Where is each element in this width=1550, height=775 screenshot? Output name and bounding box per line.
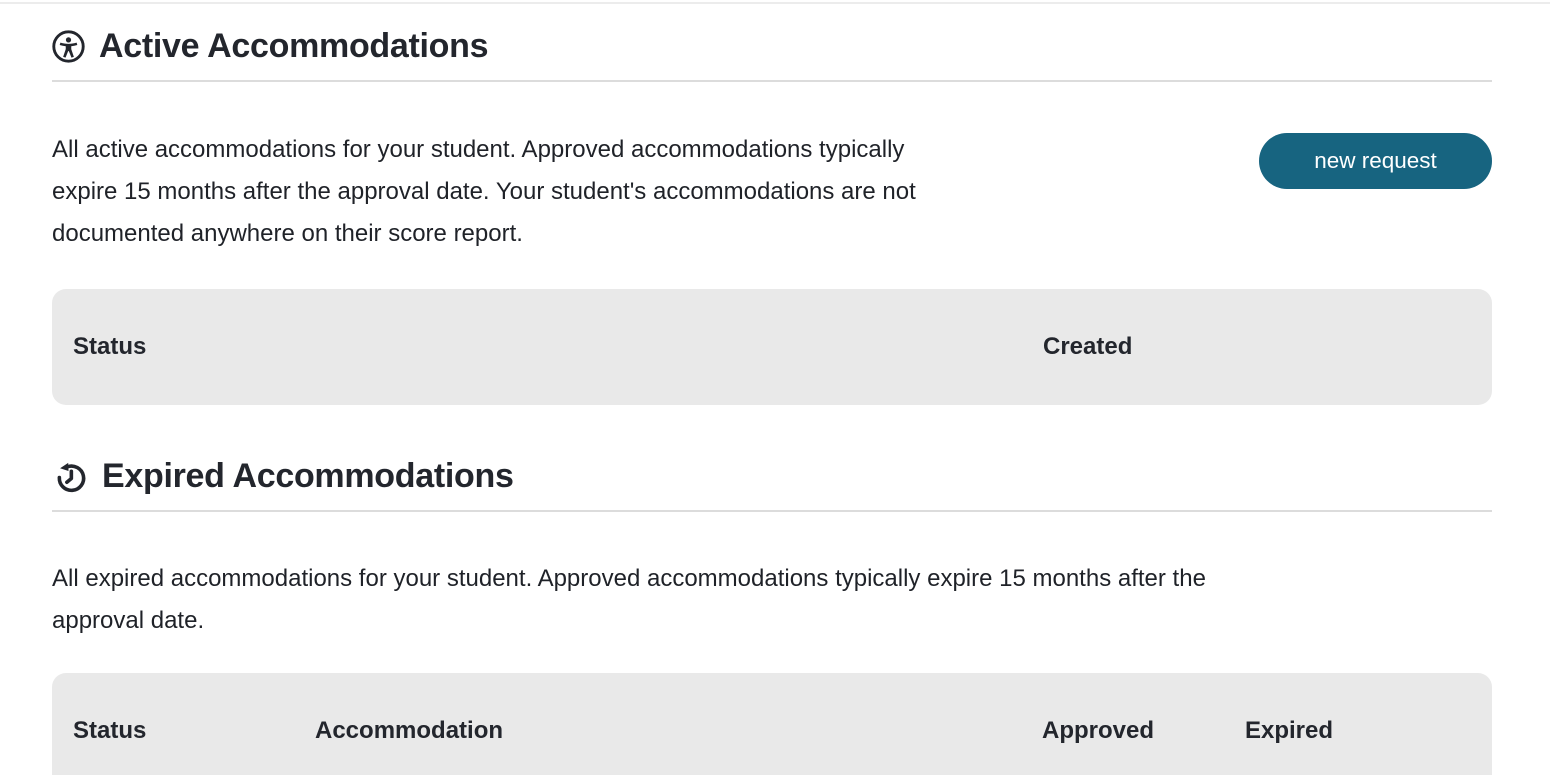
active-section-header: Active Accommodations — [52, 28, 1492, 65]
expired-accommodations-title: Expired Accommodations — [102, 457, 514, 495]
active-table-header: Status Created — [52, 289, 1492, 405]
accommodations-page: Active Accommodations All active accommo… — [0, 28, 1550, 775]
column-header-expired: Expired — [1245, 717, 1334, 744]
expired-section-divider — [52, 510, 1492, 512]
description-line: All active accommodations for your stude… — [52, 136, 905, 163]
description-line: All expired accommodations for your stud… — [52, 565, 1206, 592]
column-header-accommodation: Accommodation — [315, 717, 504, 744]
active-section-divider — [52, 80, 1492, 82]
column-header-status: Status — [73, 717, 147, 744]
description-line: expire 15 months after the approval date… — [52, 178, 916, 205]
accessibility-icon — [52, 30, 85, 63]
top-divider — [0, 2, 1550, 4]
expired-table-header-row: Status Accommodation Approved Expired — [52, 673, 1492, 775]
column-header-approved: Approved — [1042, 717, 1155, 744]
active-intro-row: All active accommodations for your stude… — [52, 129, 1492, 255]
expired-table-header: Status Accommodation Approved Expired — [52, 673, 1492, 775]
expired-description: All expired accommodations for your stud… — [52, 558, 1492, 642]
description-line: documented anywhere on their score repor… — [52, 220, 523, 247]
active-description: All active accommodations for your stude… — [52, 129, 916, 255]
expired-section-header: Expired Accommodations — [52, 458, 1492, 495]
column-header-status: Status — [73, 333, 147, 360]
active-accommodations-title: Active Accommodations — [99, 27, 489, 65]
description-line: approval date. — [52, 607, 205, 634]
history-icon — [52, 459, 88, 495]
active-table-header-row: Status Created — [52, 289, 1492, 405]
new-request-button[interactable]: new request — [1259, 133, 1492, 189]
column-header-created: Created — [1043, 333, 1133, 360]
